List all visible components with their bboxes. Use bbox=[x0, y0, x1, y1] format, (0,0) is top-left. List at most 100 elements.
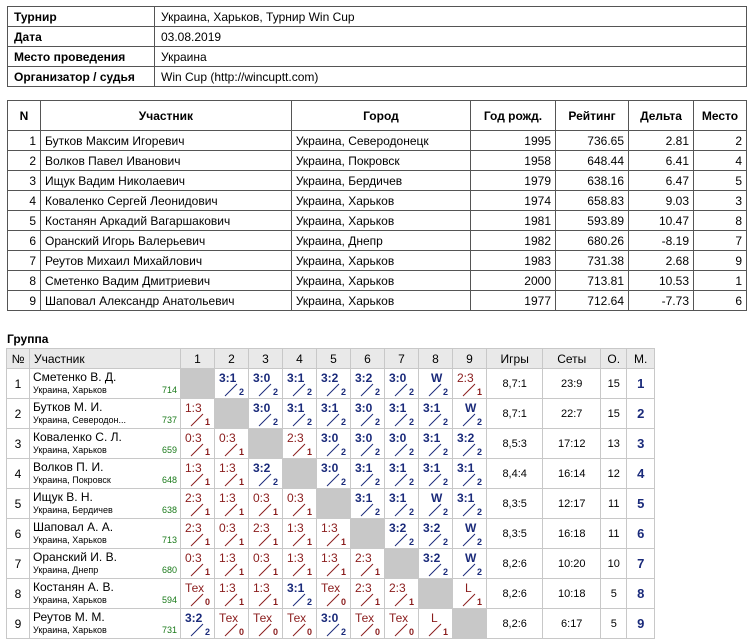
match-result-cell[interactable]: 1:3 1 bbox=[214, 488, 249, 519]
match-result-cell[interactable]: 0:3 1 bbox=[180, 548, 215, 579]
match-result-cell[interactable]: 3:1 2 bbox=[384, 398, 419, 429]
match-result-cell[interactable]: 2:3 1 bbox=[248, 518, 283, 549]
match-result-cell[interactable]: 3:0 2 bbox=[350, 398, 385, 429]
match-result-cell[interactable]: Тех 0 bbox=[180, 578, 215, 609]
cell-city: Украина, Харьков bbox=[290, 250, 472, 271]
slash-divider bbox=[326, 563, 340, 577]
match-result-cell[interactable]: 1:3 1 bbox=[180, 398, 215, 429]
match-result-cell[interactable]: 0:3 1 bbox=[248, 488, 283, 519]
match-result-cell[interactable]: 3:1 2 bbox=[384, 458, 419, 489]
match-result-cell[interactable]: 3:1 2 bbox=[282, 368, 317, 399]
match-result-cell[interactable]: 3:2 2 bbox=[248, 458, 283, 489]
cross-participant[interactable]: Волков П. И. Украина, Покровск 648 bbox=[29, 458, 181, 489]
cross-participant[interactable]: Ищук В. Н. Украина, Бердичев 638 bbox=[29, 488, 181, 519]
match-result-cell[interactable]: 3:1 2 bbox=[350, 488, 385, 519]
match-result-cell[interactable]: 3:1 2 bbox=[384, 488, 419, 519]
match-result-cell[interactable]: 3:1 2 bbox=[316, 398, 351, 429]
match-result-cell[interactable]: 3:0 2 bbox=[248, 398, 283, 429]
cross-participant[interactable]: Сметенко В. Д. Украина, Харьков 714 bbox=[29, 368, 181, 399]
cell-place: 8 bbox=[693, 210, 747, 231]
match-score: 3:0 bbox=[389, 431, 407, 445]
slash-divider bbox=[258, 593, 272, 607]
match-result-cell[interactable]: Тех 0 bbox=[384, 608, 419, 639]
match-result-cell[interactable]: Тех 0 bbox=[248, 608, 283, 639]
cross-participant[interactable]: Шаповал А. А. Украина, Харьков 713 bbox=[29, 518, 181, 549]
match-result-cell[interactable]: 2:3 1 bbox=[384, 578, 419, 609]
match-result-cell[interactable]: 3:1 2 bbox=[418, 428, 453, 459]
match-result-cell[interactable]: 1:3 1 bbox=[180, 458, 215, 489]
match-score: Тех bbox=[253, 611, 273, 625]
table-row: 9 Шаповал Александр Анатольевич Украина, Х… bbox=[7, 290, 747, 311]
match-result-cell[interactable]: 3:1 2 bbox=[418, 458, 453, 489]
match-result-cell[interactable]: 3:0 2 bbox=[248, 368, 283, 399]
match-result-cell[interactable]: 3:2 2 bbox=[452, 428, 487, 459]
match-result-cell[interactable]: 1:3 1 bbox=[248, 578, 283, 609]
match-result-cell[interactable]: 2:3 1 bbox=[350, 578, 385, 609]
match-result-cell[interactable]: Тех 0 bbox=[282, 608, 317, 639]
match-result-cell[interactable]: 3:1 2 bbox=[418, 398, 453, 429]
cell-delta: 6.47 bbox=[628, 170, 694, 191]
match-result-cell[interactable]: 1:3 1 bbox=[214, 548, 249, 579]
cross-participant[interactable]: Костанян А. В. Украина, Харьков 594 bbox=[29, 578, 181, 609]
match-points: 1 bbox=[204, 567, 210, 577]
match-result-cell[interactable]: 3:1 2 bbox=[214, 368, 249, 399]
match-result-cell[interactable]: 3:1 2 bbox=[452, 488, 487, 519]
match-score: Тех bbox=[355, 611, 375, 625]
match-result-cell[interactable]: 3:1 2 bbox=[282, 578, 317, 609]
match-result-cell[interactable]: 2:3 1 bbox=[350, 548, 385, 579]
match-result-cell[interactable]: Тех 0 bbox=[214, 608, 249, 639]
match-result-cell[interactable]: 3:2 2 bbox=[384, 518, 419, 549]
match-result-cell[interactable]: 3:0 2 bbox=[316, 428, 351, 459]
match-result-cell[interactable]: 3:1 2 bbox=[350, 458, 385, 489]
match-result-cell[interactable]: 3:2 2 bbox=[350, 368, 385, 399]
match-result-cell[interactable]: 3:1 2 bbox=[282, 398, 317, 429]
match-result-cell[interactable]: 0:3 1 bbox=[282, 488, 317, 519]
cell-birth-year: 2000 bbox=[470, 270, 556, 291]
match-result-cell[interactable]: 1:3 1 bbox=[214, 578, 249, 609]
participant-sub: Украина, Харьков 714 bbox=[33, 384, 177, 397]
match-result-cell[interactable]: 3:0 2 bbox=[384, 368, 419, 399]
info-value: Украина, Харьков, Турнир Win Cup bbox=[154, 6, 747, 27]
group-crosstable: № Участник 1 2 3 4 5 6 7 8 9 Игры Сеты О. М. 1 Сметенко… bbox=[6, 348, 655, 639]
match-result-cell[interactable]: 2:3 1 bbox=[282, 428, 317, 459]
match-result-cell[interactable]: 3:0 2 bbox=[316, 458, 351, 489]
match-result-cell[interactable]: 1:3 1 bbox=[214, 458, 249, 489]
match-result-cell[interactable]: 0:3 1 bbox=[248, 548, 283, 579]
match-result-cell[interactable]: 1:3 1 bbox=[282, 548, 317, 579]
match-result-cell[interactable]: 3:0 2 bbox=[316, 608, 351, 639]
match-result-cell[interactable]: 0:3 1 bbox=[180, 428, 215, 459]
cell-city: Украина, Харьков bbox=[290, 210, 472, 231]
match-result-cell[interactable]: 3:2 2 bbox=[418, 518, 453, 549]
cross-participant[interactable]: Бутков М. И. Украина, Северодон... 737 bbox=[29, 398, 181, 429]
match-result-cell[interactable]: 3:1 2 bbox=[452, 458, 487, 489]
match-result-cell[interactable]: 2:3 1 bbox=[452, 368, 487, 399]
match-result-cell[interactable]: Тех 0 bbox=[350, 608, 385, 639]
match-result-cell[interactable]: 3:2 2 bbox=[316, 368, 351, 399]
match-result-cell[interactable]: 3:0 2 bbox=[384, 428, 419, 459]
match-result-cell[interactable]: 3:2 2 bbox=[418, 548, 453, 579]
match-result-cell[interactable]: 1:3 1 bbox=[316, 548, 351, 579]
match-result-cell[interactable]: 2:3 1 bbox=[180, 518, 215, 549]
match-result-cell[interactable]: 3:2 2 bbox=[180, 608, 215, 639]
cross-participant[interactable]: Коваленко С. Л. Украина, Харьков 659 bbox=[29, 428, 181, 459]
match-score: 3:0 bbox=[389, 371, 407, 385]
match-result-cell[interactable]: Тех 0 bbox=[316, 578, 351, 609]
participant-city: Украина, Днепр bbox=[33, 564, 99, 575]
match-result-cell[interactable]: 1:3 1 bbox=[316, 518, 351, 549]
slash-divider bbox=[190, 443, 204, 457]
match-result-cell[interactable]: 1:3 1 bbox=[282, 518, 317, 549]
match-result-cell[interactable]: 0:3 1 bbox=[214, 428, 249, 459]
slash-divider bbox=[224, 443, 238, 457]
match-result-cell[interactable]: 0:3 1 bbox=[214, 518, 249, 549]
match-result-cell[interactable]: 3:0 2 bbox=[350, 428, 385, 459]
cross-participant[interactable]: Реутов М. М. Украина, Харьков 731 bbox=[29, 608, 181, 639]
match-result-cell[interactable]: 2:3 1 bbox=[180, 488, 215, 519]
cross-participant[interactable]: Оранский И. В. Украина, Днепр 680 bbox=[29, 548, 181, 579]
